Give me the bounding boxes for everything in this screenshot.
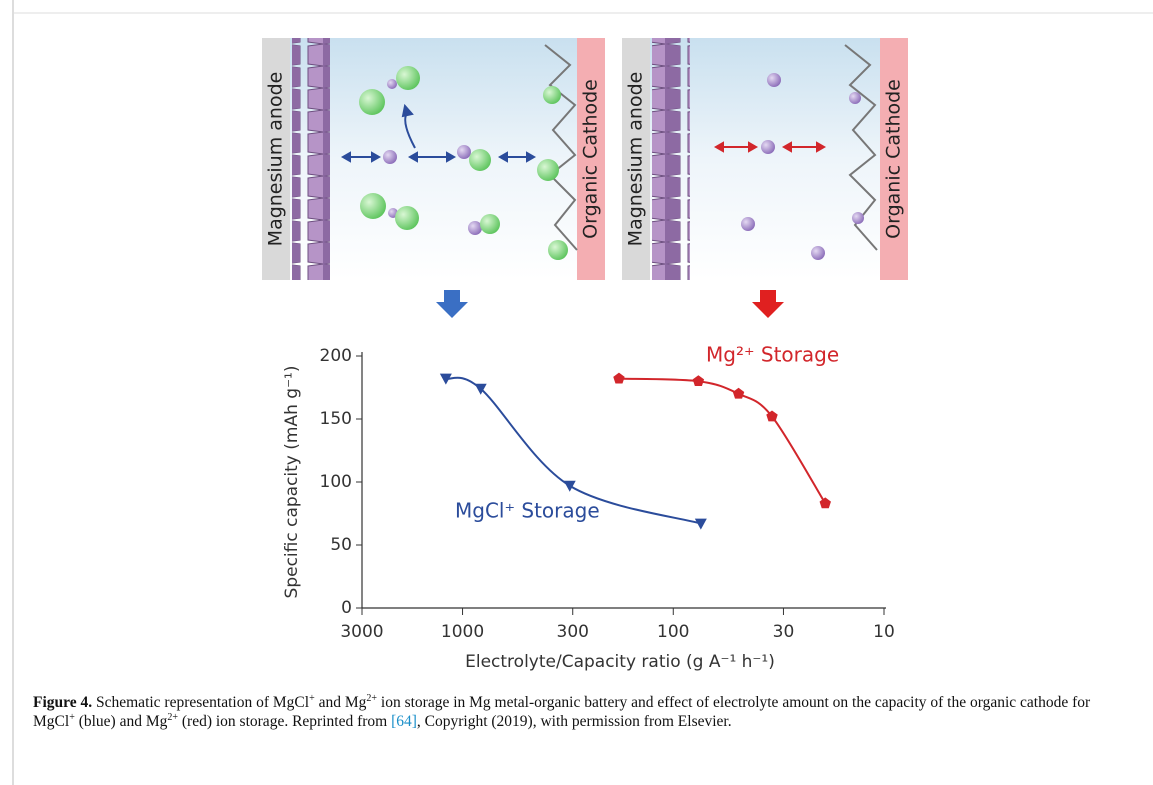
x-tick-label: 10 <box>873 622 895 642</box>
data-point <box>563 480 576 492</box>
arrow-blue <box>436 290 468 318</box>
series-label: MgCl⁺ Storage <box>455 499 600 523</box>
cathode-label: Organic Cathode <box>883 79 905 239</box>
anode-label: Magnesium anode <box>625 72 647 247</box>
x-tick-label: 30 <box>773 622 795 642</box>
data-point <box>732 387 745 399</box>
data-point <box>613 372 625 384</box>
arrow-red <box>752 290 784 318</box>
anode-label: Magnesium anode <box>265 72 287 247</box>
reference-link[interactable]: [64] <box>391 713 417 730</box>
x-tick-label: 1000 <box>441 622 484 642</box>
x-tick-label: 300 <box>557 622 589 642</box>
caption-text: (blue) and Mg <box>74 713 168 730</box>
data-point <box>474 383 487 395</box>
caption-text: , Copyright (2019), with permission from… <box>416 713 732 730</box>
cathode-label: Organic Cathode <box>580 79 602 239</box>
caption-text: (red) ion storage. Reprinted from <box>178 713 392 730</box>
y-tick-label: 150 <box>320 409 352 429</box>
y-tick-label: 50 <box>330 535 352 555</box>
caption: Figure 4. Schematic representation of Mg… <box>33 693 1133 731</box>
data-point <box>692 375 705 387</box>
x-tick-label: 3000 <box>340 622 383 642</box>
fit-line <box>445 376 702 525</box>
y-axis-label: Specific capacity (mAh g⁻¹) <box>282 366 302 599</box>
schematic-right: Magnesium anode Organic Cathode <box>622 38 908 280</box>
caption-label: Figure 4. <box>33 694 93 711</box>
caption-text: and Mg <box>314 694 367 711</box>
y-tick-label: 0 <box>341 598 352 618</box>
y-tick-label: 200 <box>320 346 352 366</box>
data-point <box>819 497 831 509</box>
data-point <box>439 373 452 385</box>
x-tick-label: 100 <box>657 622 689 642</box>
x-axis-label: Electrolyte/Capacity ratio (g A⁻¹ h⁻¹) <box>465 652 775 672</box>
caption-sup: + <box>69 711 75 723</box>
fit-line <box>618 377 827 504</box>
y-tick-label: 100 <box>320 472 352 492</box>
series-label: Mg²⁺ Storage <box>706 343 839 367</box>
data-point <box>766 410 778 422</box>
caption-text: ion storage in Mg metal-organic battery … <box>33 694 1091 730</box>
schematic-left: Magnesium anode Organic Cathode <box>262 38 605 280</box>
caption-text: Schematic representation of MgCl <box>96 694 310 711</box>
caption-sup: + <box>309 692 315 704</box>
caption-sup: 2+ <box>167 711 179 723</box>
chart: Electrolyte/Capacity ratio (g A⁻¹ h⁻¹) S… <box>282 343 895 673</box>
data-point <box>694 518 707 530</box>
caption-sup: 2+ <box>366 692 378 704</box>
